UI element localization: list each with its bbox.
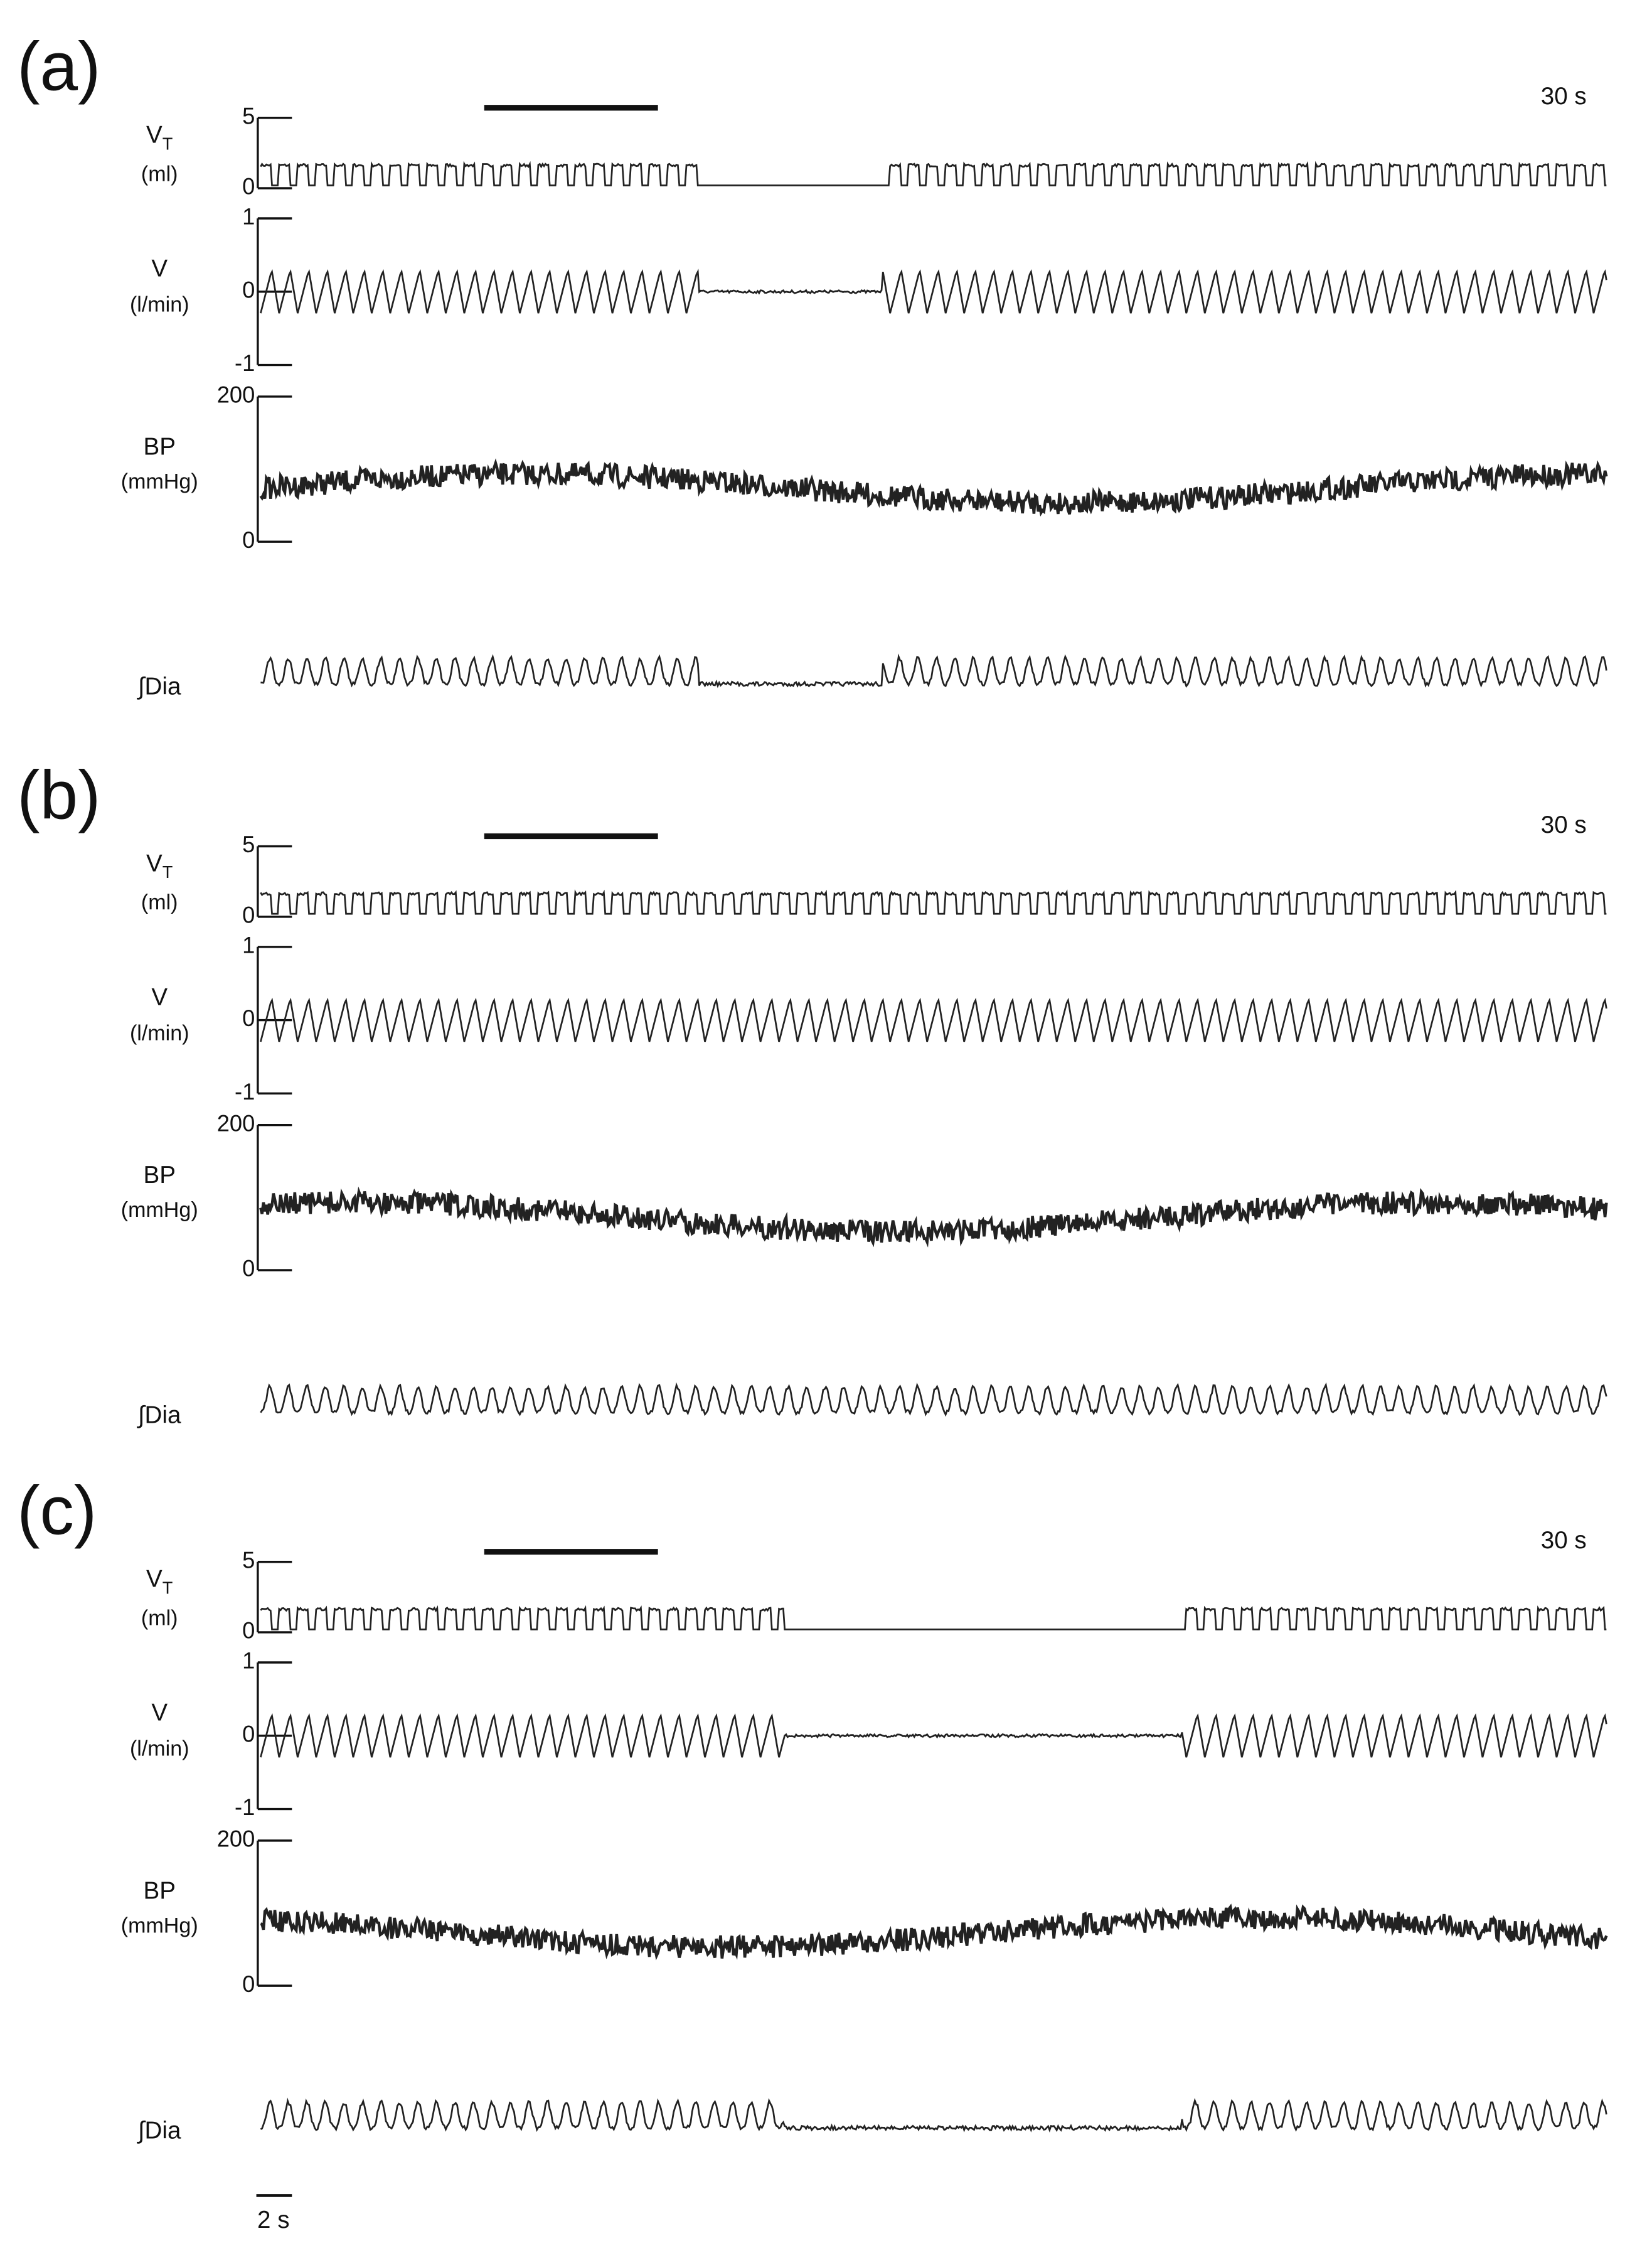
channel-name-main: ∫Dia [137,673,181,700]
channel-unit: (l/min) [130,1021,189,1045]
channel-name-subscript: T [163,862,173,882]
channel-unit: (l/min) [130,293,189,317]
time-scale-label: 2 s [257,2207,289,2234]
channel-name: BP [143,1162,175,1189]
panel-label: (b) [17,757,100,834]
channel-name: ∫Dia [137,1402,181,1429]
signal-trace [260,1903,1608,1961]
channel-name-main: V [146,122,163,149]
channel-name-main: V [151,1699,168,1726]
signal-trace [260,269,1607,314]
panel: (b) 30 sVT(ml)50V(l/min)10-1BP(mmHg)2000∫… [17,757,1608,1429]
channel-unit: (ml) [141,162,178,186]
channel-name: VT [146,1566,173,1598]
channel-name-main: ∫Dia [137,1402,181,1429]
signal-trace [260,997,1607,1042]
channel-unit: (ml) [141,891,178,914]
signal-trace [260,2097,1607,2133]
channel-unit: (ml) [141,1606,178,1630]
tick-label: 0 [242,1005,255,1031]
stimulus-bar [484,833,658,840]
channel-name: ∫Dia [137,673,181,700]
tick-label: 200 [217,1110,255,1136]
duration-label: 30 s [1541,83,1587,110]
tick-label: 5 [242,103,255,129]
tick-label: 1 [242,932,255,958]
signal-trace [259,1186,1608,1248]
channel-name-subscript: T [163,134,173,153]
tick-label: -1 [235,350,255,376]
tick-label: 1 [242,1648,255,1674]
signal-trace [260,1382,1607,1417]
channel-name-main: BP [143,433,175,460]
signal-trace [260,653,1607,688]
signal-trace [260,889,1607,915]
channel-name-main: V [146,1566,163,1593]
channel-unit: (l/min) [130,1737,189,1761]
panel: (a) 30 sVT(ml)50V(l/min)10-1BP(mmHg)2000∫… [17,28,1608,700]
channel-name-main: V [151,983,168,1010]
channel-name: VT [146,850,173,882]
tick-label: 200 [217,1826,255,1851]
signal-trace [260,1605,1607,1630]
stimulus-bar [484,1549,658,1555]
duration-label: 30 s [1541,811,1587,838]
tick-label: 5 [242,1547,255,1573]
signal-trace [259,458,1608,517]
signal-trace [260,1713,1607,1758]
channel-name-main: ∫Dia [137,2117,181,2144]
tick-label: 0 [242,527,255,553]
channel-name: BP [143,1877,175,1904]
tick-label: 0 [242,1255,255,1281]
tick-label: 0 [242,1617,255,1643]
channel-name-main: BP [143,1877,175,1904]
channel-unit: (mmHg) [121,469,198,493]
panel-label: (a) [17,28,100,105]
channel-name: BP [143,433,175,460]
duration-label: 30 s [1541,1527,1587,1554]
tick-label: -1 [235,1079,255,1105]
tick-label: 5 [242,832,255,857]
channel-name-main: BP [143,1162,175,1189]
channel-name: VT [146,122,173,154]
tick-label: 0 [242,277,255,302]
stimulus-bar [484,105,658,111]
channel-name: V [151,255,168,282]
tick-label: -1 [235,1794,255,1820]
channel-name: V [151,983,168,1010]
tick-label: 0 [242,1721,255,1747]
panel: (c) 30 sVT(ml)50V(l/min)10-1BP(mmHg)2000∫… [17,1472,1608,2144]
channel-unit: (mmHg) [121,1913,198,1937]
tick-label: 0 [242,173,255,199]
channel-name-main: V [151,255,168,282]
tick-label: 0 [242,902,255,928]
panel-label: (c) [17,1472,97,1549]
channel-unit: (mmHg) [121,1198,198,1222]
tick-label: 1 [242,204,255,230]
channel-name-subscript: T [163,1578,173,1597]
channel-name: ∫Dia [137,2117,181,2144]
tick-label: 200 [217,382,255,407]
tick-label: 0 [242,1971,255,1997]
signal-trace [260,161,1607,186]
channel-name-main: V [146,850,163,877]
channel-name: V [151,1699,168,1726]
